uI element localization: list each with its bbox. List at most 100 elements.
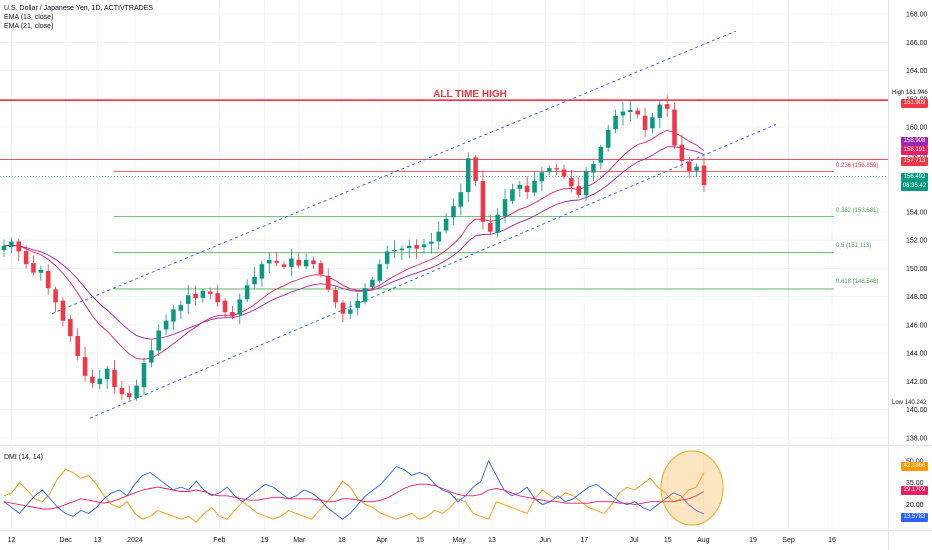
all-time-high-label: ALL TIME HIGH — [433, 89, 507, 100]
time-tick-label: Mar — [293, 537, 306, 544]
candle-body — [406, 245, 412, 249]
candle-body — [605, 129, 611, 148]
candle-body — [628, 110, 633, 113]
ema21-legend[interactable]: EMA (21, close) — [4, 23, 54, 30]
candle-body — [244, 285, 250, 300]
candle-body — [193, 293, 198, 299]
candle-body — [642, 115, 648, 130]
trend-channel — [51, 30, 777, 419]
candle-body — [488, 223, 493, 232]
candle-body — [289, 258, 294, 267]
candle-body — [694, 166, 699, 171]
time-tick-label: 15 — [664, 537, 672, 544]
candle-body — [598, 146, 604, 163]
candle-body — [539, 172, 545, 182]
candle-body — [215, 293, 220, 303]
time-tick-label: Feb — [213, 537, 225, 544]
dmi-tick-label: 50.00 — [906, 458, 924, 465]
candle-body — [657, 104, 663, 118]
price-tick-label: 146.00 — [906, 322, 928, 329]
candle-body — [576, 186, 582, 195]
candle-body — [414, 245, 419, 249]
candle-body — [303, 259, 309, 267]
dmi-plus-line — [3, 468, 705, 523]
dmi-minus-tag: 13.5783 — [901, 513, 928, 522]
candle-body — [16, 241, 22, 252]
candle-body — [266, 259, 272, 264]
candle-body — [458, 192, 464, 207]
candle-body — [9, 241, 14, 248]
time-tick-label: 16 — [828, 537, 836, 544]
candle-body — [473, 157, 478, 181]
candle-body — [701, 165, 707, 186]
candle-body — [620, 111, 626, 116]
price-axis[interactable]: 138.00 140.00 142.00 144.00 146.00 148.00 150.… — [906, 12, 928, 509]
candle-body — [200, 291, 206, 298]
time-tick-label: 13 — [94, 537, 102, 544]
time-tick-label: Dec — [59, 537, 72, 544]
candle-body — [679, 144, 685, 162]
ema21-line — [3, 146, 705, 340]
fib-0618-label: 0.618 (148.546) — [836, 279, 879, 285]
candle-body — [97, 378, 103, 385]
ath-price-tag: 161.909 — [901, 99, 928, 108]
high-label: High 161.946 — [892, 90, 928, 96]
candle-body — [296, 259, 302, 266]
dmi-adx-line — [3, 483, 705, 510]
candle-body — [502, 199, 508, 217]
candle-body — [429, 241, 434, 244]
price-tick-label: 144.00 — [906, 351, 928, 358]
fib-05-label: 0.5 (151.113) — [836, 243, 872, 249]
candle-body — [171, 309, 176, 322]
last-price-tag: 156.492 — [901, 173, 928, 182]
candle-body — [517, 185, 523, 189]
candle-body — [532, 180, 537, 193]
candle-body — [650, 117, 655, 129]
candle-body — [384, 251, 390, 264]
price-tick-label: 140.00 — [906, 407, 928, 414]
time-tick-label: May — [452, 537, 466, 544]
candle-body — [443, 218, 449, 231]
fib-zero-price-tag: 157.713 — [901, 157, 928, 166]
price-tick-label: 158.00 — [906, 153, 928, 160]
candle-body — [370, 279, 375, 287]
dmi-tick-label: 20.00 — [906, 502, 924, 509]
candle-body — [340, 302, 346, 314]
candle-body — [686, 161, 692, 171]
candle-body — [362, 288, 368, 302]
ema13-price-tag: 158.191 — [901, 146, 928, 155]
candle-body — [134, 385, 139, 398]
candle-body — [311, 260, 316, 265]
dmi-plus-tag: 42.1866 — [901, 462, 928, 471]
candle-body — [561, 169, 567, 177]
fib-0236-label: 0.236 (156.859) — [836, 163, 879, 169]
candle-body — [281, 264, 287, 267]
time-tick-label: 17 — [580, 537, 588, 544]
candle-body — [377, 264, 383, 281]
candle-body — [90, 376, 95, 383]
fib-0382-label: 0.382 (153.681) — [836, 208, 879, 214]
candle-body — [554, 168, 559, 170]
candle-body — [664, 104, 670, 109]
channel-lower-line — [89, 123, 777, 419]
candle-body — [82, 357, 88, 376]
dmi-adx-tag: 29.1709 — [901, 486, 928, 495]
time-tick-label: Jun — [540, 537, 551, 544]
candle-body — [274, 260, 279, 263]
candle-body — [569, 178, 574, 187]
time-axis[interactable]: 12 Dec 13 2024 Feb 19 Mar 18 Apr 15 May 13 Jun 17 Jul 1… — [8, 537, 836, 544]
candle-body — [31, 263, 36, 273]
candle-body — [510, 189, 515, 201]
candle-body — [156, 330, 162, 351]
candle-body — [1, 245, 7, 251]
price-tick-label: 138.00 — [906, 435, 928, 442]
ema13-legend[interactable]: EMA (13, close) — [4, 14, 54, 21]
dmi-legend[interactable]: DMI (14, 14) — [4, 454, 43, 461]
candle-body — [23, 251, 29, 265]
candle-body — [635, 110, 640, 115]
price-tick-label: 152.00 — [906, 238, 928, 245]
candle-body — [53, 289, 58, 303]
channel-upper-line — [51, 30, 737, 315]
